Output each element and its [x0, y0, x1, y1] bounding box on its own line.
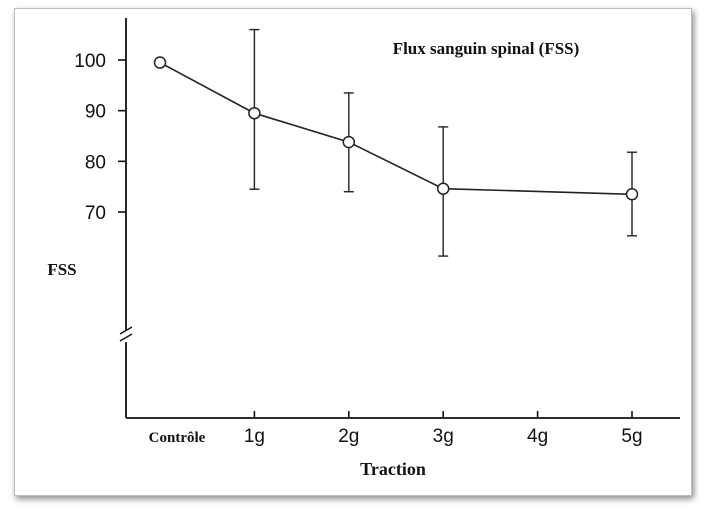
data-point-Contrôle [153, 56, 167, 69]
x-axis-label: Traction [360, 459, 426, 479]
data-point-1g [248, 106, 261, 120]
y-axis-label: FSS [47, 260, 76, 279]
x-tick-label-5g: 5g [621, 426, 642, 447]
data-point-5g [625, 188, 639, 201]
data-point-2g [342, 135, 356, 149]
y-tick-label-90: 90 [85, 102, 106, 123]
x-tick-label-3g: 3g [433, 426, 454, 447]
axis-break-mark [119, 326, 133, 342]
y-tick-label-100: 100 [74, 51, 106, 72]
y-tick-label-70: 70 [85, 203, 106, 224]
x-tick-label-1g: 1g [244, 426, 265, 447]
x-tick-label-Contrôle: Contrôle [149, 430, 206, 446]
x-tick-label-4g: 4g [527, 426, 548, 447]
x-tick-label-2g: 2g [338, 426, 359, 447]
chart-title: Flux sanguin spinal (FSS) [393, 39, 580, 58]
data-point-3g [436, 182, 450, 195]
series-line [159, 61, 633, 196]
y-tick-label-80: 80 [85, 152, 106, 173]
chart-frame [14, 8, 692, 496]
